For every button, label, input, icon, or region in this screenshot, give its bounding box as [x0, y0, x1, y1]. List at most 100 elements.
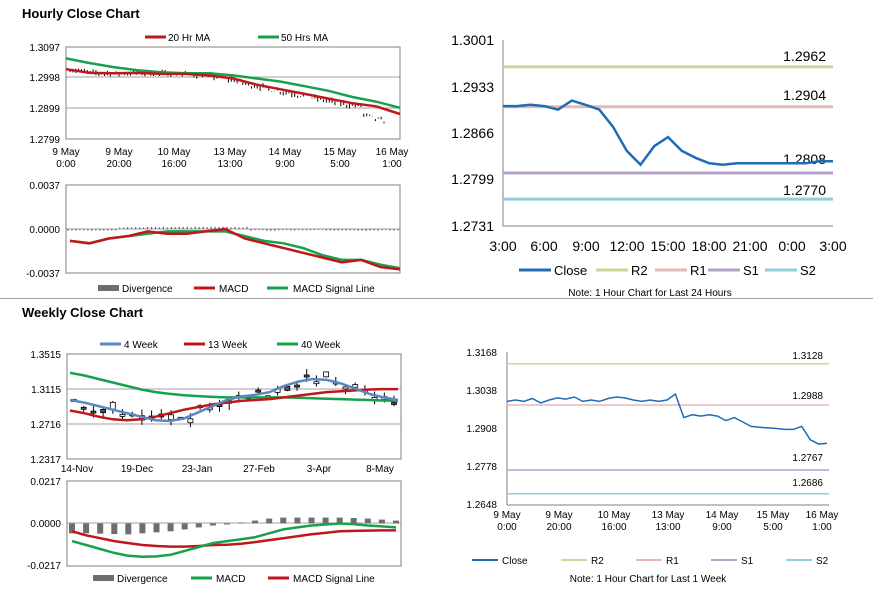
c3-legend-s2-label: S2 — [800, 263, 816, 278]
c4-ytick-2: 1.2716 — [30, 420, 61, 431]
c6-r2-label: 1.3128 — [792, 351, 823, 362]
c3-xtick-8: 3:00 — [819, 238, 846, 254]
c6-s1-label: 1.2767 — [792, 453, 823, 464]
c1-ytick-3: 1.2799 — [29, 135, 60, 146]
c5-divergence-bar — [83, 523, 90, 534]
c3-legend: Close R2 R1 S1 S2 — [519, 263, 816, 278]
c1-gridlines — [66, 76, 400, 109]
c1-ma50-line — [65, 57, 401, 110]
c1-xtick-3: 13 May 13:00 — [214, 147, 247, 170]
c3-xtick-2: 9:00 — [572, 238, 599, 254]
c5-signal-line — [71, 529, 396, 548]
c4-legend-ma13-label: 13 Week — [208, 340, 248, 351]
c4-candle-body — [90, 410, 97, 414]
c6-xtick-5: 15 May 5:00 — [757, 510, 790, 533]
c4-candle-body — [80, 406, 87, 410]
c6-levels: 1.3128 1.2988 1.2767 1.2686 — [507, 351, 829, 495]
c2-legend-signal-label: MACD Signal Line — [293, 284, 375, 295]
c5-divergence-bar — [308, 517, 315, 524]
c5-divergence-bar — [336, 517, 343, 524]
c4-xticks: 14-Nov 19-Dec 23-Jan 27-Feb 3-Apr 8-May — [61, 464, 394, 475]
c5-divergence-bar — [139, 523, 146, 534]
c5-divergence-bar — [294, 517, 301, 524]
c4-xtick-0: 14-Nov — [61, 464, 93, 475]
c4-ytick-0: 1.3515 — [30, 350, 61, 361]
c6-s2-label: 1.2686 — [792, 478, 823, 489]
c5-ytick-2: -0.0217 — [27, 561, 61, 572]
c6-r1-label: 1.2988 — [792, 391, 823, 402]
c5-divergence-bar — [125, 523, 132, 535]
c3-r2-label: 1.2962 — [783, 48, 826, 64]
c3-xtick-6: 21:00 — [732, 238, 767, 254]
c5-divergence-bar — [153, 523, 160, 533]
c4-candle-body — [342, 386, 349, 390]
c6-close-line — [506, 392, 828, 445]
c6-xtick-6: 16 May 1:00 — [806, 510, 839, 533]
c1-xtick-2: 10 May 16:00 — [158, 147, 191, 170]
c5-divergence-bars — [69, 517, 399, 535]
c3-ytick-1: 1.2933 — [451, 79, 494, 95]
c4-xtick-1: 19-Dec — [121, 464, 153, 475]
c6-xticks: 9 May 0:00 9 May 20:00 10 May 16:00 13 May 1… — [493, 510, 838, 533]
c6-legend-s1-label: S1 — [741, 556, 754, 567]
c6-legend: Close R2 R1 S1 S2 — [472, 556, 829, 567]
c4-candle-body — [119, 413, 126, 417]
c1-legend: 20 Hr MA 50 Hrs MA — [145, 33, 329, 44]
c4-legend-ma4-label: 4 Week — [124, 340, 159, 351]
c5-ytick-1: 0.0000 — [30, 519, 61, 530]
c4-candle-body — [303, 374, 310, 378]
c4-legend: 4 Week 13 Week 40 Week — [100, 340, 341, 351]
c1-ytick-0: 1.3097 — [29, 43, 60, 54]
c4-candle-body — [255, 389, 262, 393]
c1-xtick-0: 9 May 0:00 — [52, 147, 79, 170]
c3-legend-r2-label: R2 — [631, 263, 648, 278]
c3-legend-r1-label: R1 — [690, 263, 707, 278]
c2-legend-divergence-label: Divergence — [122, 284, 173, 295]
c2-ytick-1: 0.0000 — [29, 225, 60, 236]
c5-divergence-bar — [111, 523, 118, 535]
c4-plot-frame — [66, 353, 402, 460]
c5-legend-macd-label: MACD — [216, 574, 245, 585]
c5-divergence-bar — [69, 523, 75, 534]
c3-ytick-4: 1.2731 — [451, 218, 494, 234]
c3-xtick-0: 3:00 — [489, 238, 516, 254]
c6-legend-close-label: Close — [502, 556, 528, 567]
c2-ytick-2: -0.0037 — [26, 269, 60, 280]
c3-ytick-3: 1.2799 — [451, 171, 494, 187]
c6-ytick-1: 1.3038 — [466, 386, 497, 397]
c3-xtick-5: 18:00 — [691, 238, 726, 254]
hourly-section-title: Hourly Close Chart — [22, 6, 140, 21]
c5-divergence-bar — [266, 518, 273, 524]
c3-ytick-0: 1.3001 — [451, 32, 494, 48]
c4-xtick-2: 23-Jan — [182, 464, 213, 475]
c3-xtick-1: 6:00 — [530, 238, 557, 254]
c6-ytick-0: 1.3168 — [466, 348, 497, 359]
c3-xtick-4: 15:00 — [650, 238, 685, 254]
c4-legend-ma40-label: 40 Week — [301, 340, 341, 351]
c1-xtick-6: 16 May 1:00 — [376, 147, 409, 170]
c4-candle-body — [284, 385, 291, 391]
c3-legend-close-label: Close — [554, 263, 587, 278]
c5-divergence-bar — [378, 519, 385, 524]
c5-divergence-bar — [181, 523, 188, 530]
c4-ma4-line — [69, 377, 399, 423]
c6-legend-s2-label: S2 — [816, 556, 829, 567]
c5-plot-frame — [66, 480, 402, 567]
c6-ytick-3: 1.2778 — [466, 462, 497, 473]
c5-legend-divergence-label: Divergence — [117, 574, 168, 585]
c4-xtick-4: 3-Apr — [307, 464, 332, 475]
c6-xtick-3: 13 May 13:00 — [652, 510, 685, 533]
c2-legend: Divergence MACD MACD Signal Line — [98, 284, 375, 295]
c5-divergence-bar — [238, 522, 244, 524]
c6-ytick-2: 1.2908 — [466, 424, 497, 435]
c1-ytick-2: 1.2899 — [29, 104, 60, 115]
c1-xticks: 9 May 0:00 9 May 20:00 10 May 16:00 13 May 1… — [52, 147, 408, 170]
c3-r1-label: 1.2904 — [783, 87, 826, 103]
c5-divergence-bar — [364, 518, 371, 524]
c4-ytick-1: 1.3115 — [31, 385, 61, 396]
c1-legend-ma50-label: 50 Hrs MA — [281, 33, 329, 44]
